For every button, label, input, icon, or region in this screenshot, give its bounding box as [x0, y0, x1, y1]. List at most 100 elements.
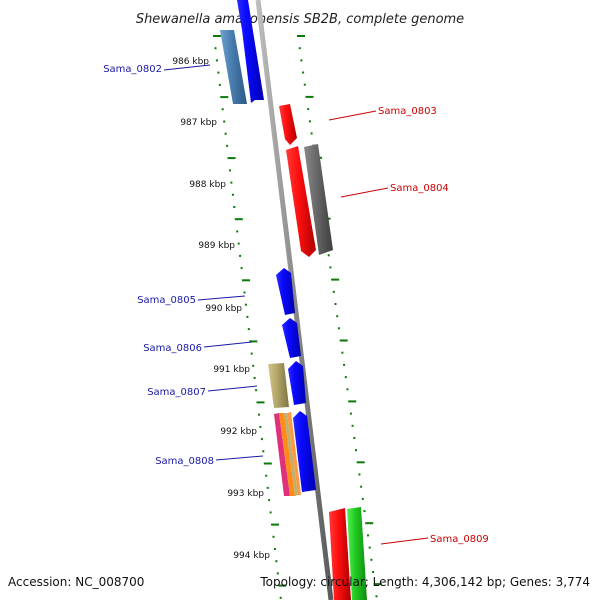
minor-tick [215, 59, 218, 62]
minor-tick [266, 486, 269, 489]
gene-cog-sama-0808-b[interactable] [279, 413, 295, 496]
major-tick [348, 400, 357, 403]
minor-tick [370, 558, 373, 561]
gene-sama-0806[interactable] [282, 318, 301, 358]
minor-tick [243, 291, 246, 294]
minor-tick [358, 473, 361, 476]
major-tick [227, 157, 236, 160]
callout-line-sama-0806 [203, 341, 253, 348]
minor-tick [246, 315, 249, 318]
gene-cog-sama-0807[interactable] [268, 363, 289, 408]
gene-label-sama-0804[interactable]: Sama_0804 [390, 183, 449, 194]
major-tick [249, 340, 258, 343]
minor-tick [344, 376, 347, 379]
gene-sama-0807[interactable] [288, 361, 306, 405]
minor-tick [259, 425, 262, 428]
major-tick [278, 584, 287, 587]
major-tick [271, 523, 279, 526]
genome-backbone [255, 0, 334, 600]
minor-tick [372, 571, 375, 573]
gene-label-sama-0808[interactable]: Sama_0808 [155, 456, 214, 467]
kbp-label: 992 kbp [220, 427, 257, 437]
minor-tick [341, 351, 344, 354]
callout-line-sama-0809 [380, 537, 429, 545]
gene-sama-0803[interactable] [279, 104, 297, 145]
callout-line-sama-0803 [328, 110, 377, 121]
minor-tick [353, 437, 356, 439]
gene-sama-0805[interactable] [276, 268, 295, 315]
minor-tick [355, 449, 357, 452]
topology-text: Topology: circular; Length: 4,306,142 bp… [259, 575, 590, 589]
gene-cog-sama-0808-a[interactable] [274, 413, 290, 496]
major-tick [297, 35, 305, 37]
callout-lines [163, 64, 429, 545]
gene-label-sama-0803[interactable]: Sama_0803 [378, 106, 437, 117]
minor-tick [233, 206, 236, 208]
kbp-label: 989 kbp [198, 241, 235, 251]
callout-line-sama-0804 [340, 187, 389, 198]
minor-tick [224, 132, 227, 135]
gene-cog-sama-0808-d[interactable] [287, 412, 301, 495]
minor-tick [310, 132, 313, 135]
minor-tick [221, 108, 224, 111]
gene-sama-0808[interactable] [293, 411, 316, 492]
minor-tick [252, 364, 255, 367]
major-tick [242, 279, 250, 282]
gene-label-sama-0805[interactable]: Sama_0805 [137, 295, 196, 306]
gene-sama-0804[interactable] [286, 146, 316, 257]
minor-tick [302, 71, 305, 74]
kbp-label: 994 kbp [233, 551, 270, 561]
minor-tick [363, 510, 366, 513]
minor-tick [247, 328, 250, 331]
minor-tick [239, 254, 242, 257]
kbp-label: 986 kbp [172, 57, 209, 67]
gene-cog-sama-0808-c[interactable] [284, 413, 298, 496]
minor-tick [250, 352, 253, 355]
major-tick [373, 583, 382, 586]
map-title: Shewanella amazonensis SB2B, complete ge… [136, 12, 464, 27]
minor-tick [255, 389, 258, 392]
minor-tick [343, 363, 346, 366]
minor-tick [217, 71, 220, 74]
minor-tick [260, 438, 263, 441]
minor-tick [368, 546, 371, 549]
kbp-label: 987 kbp [180, 118, 217, 128]
gene-cog-sama-0804[interactable] [304, 144, 333, 255]
major-tick [331, 278, 340, 281]
callout-line-sama-0805 [197, 295, 246, 301]
minor-tick [329, 266, 332, 269]
kbp-ruler: 986 kbp 987 kbp 988 kbp 989 kbp 990 kbp … [172, 57, 270, 561]
gene-label-sama-0809[interactable]: Sama_0809 [430, 534, 489, 545]
minor-tick [332, 290, 335, 293]
minor-tick [218, 83, 221, 86]
minor-tick [334, 303, 337, 305]
major-tick [263, 462, 272, 465]
minor-tick [351, 424, 354, 427]
minor-tick [303, 83, 306, 86]
minor-tick [272, 535, 275, 538]
gene-label-sama-0807[interactable]: Sama_0807 [147, 387, 206, 398]
gene-sama-0809[interactable] [329, 508, 351, 600]
minor-tick [240, 267, 243, 270]
gene-label-sama-0806[interactable]: Sama_0806 [143, 343, 202, 354]
minor-tick [223, 120, 226, 123]
major-tick [213, 35, 221, 37]
minor-tick [307, 108, 310, 111]
major-tick [356, 461, 365, 464]
minor-tick [231, 193, 234, 196]
minor-tick [276, 572, 279, 575]
major-tick [365, 522, 374, 525]
gene-sama-0802[interactable] [237, 0, 264, 103]
minor-tick [298, 47, 301, 50]
minor-tick [327, 254, 330, 257]
minor-tick [237, 242, 240, 245]
minor-tick [268, 499, 271, 502]
minor-tick [337, 327, 340, 330]
gene-cog-sama-0809[interactable] [347, 507, 367, 600]
accession-text: Accession: NC_008700 [8, 575, 144, 589]
gene-label-sama-0802[interactable]: Sama_0802 [103, 64, 162, 75]
major-tick [339, 339, 348, 342]
minor-tick [262, 450, 265, 453]
gene-cog-sama-0802[interactable] [220, 30, 247, 104]
gene-features [220, 0, 367, 600]
